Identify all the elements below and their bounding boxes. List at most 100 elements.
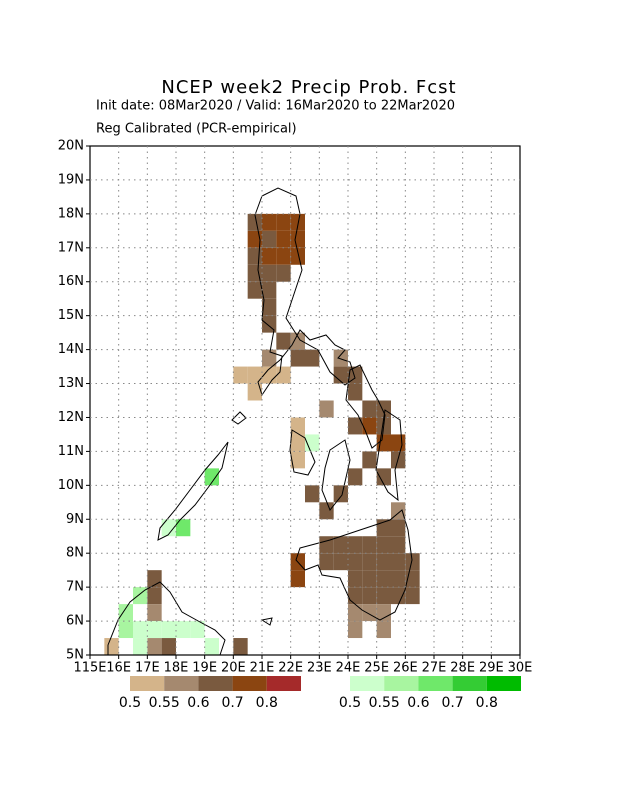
grid-cell [305,485,320,503]
grid-cell [262,349,277,367]
grid-cell [233,366,248,384]
grid-cell [362,604,377,622]
grid-cell [276,247,291,265]
grid-cell [118,621,133,639]
grid-cell [290,247,305,265]
grid-cell [405,587,420,605]
legend-label: 0.7 [221,695,243,711]
grid-cell [262,213,277,231]
y-tick-label: 20N [58,139,84,154]
grid-cell [319,536,334,554]
y-tick-label: 11N [58,444,84,459]
grid-cell [147,621,162,639]
grid-cell [333,536,348,554]
grid-cell [348,570,363,588]
grid-cell [247,230,262,248]
grid-cell [290,230,305,248]
legend-label: 0.8 [256,695,278,711]
y-tick-label: 8N [66,546,84,561]
grid-cell [362,570,377,588]
grid-cell [118,604,133,622]
grid-cell [262,247,277,265]
grid-cell [204,468,219,486]
x-tick-label: 23E [307,661,332,676]
legend-swatch [266,676,301,691]
grid-cell [147,638,162,655]
y-tick-label: 17N [58,240,84,255]
grid-cell [276,213,291,231]
x-tick-label: 115E [73,661,106,676]
legend-swatch [452,676,487,691]
x-tick-label: 17E [135,661,160,676]
grid-cell [362,417,377,435]
grid-cell [262,281,277,299]
legend-swatch [198,676,233,691]
y-tick-label: 5N [66,648,84,663]
grid-cell [348,417,363,435]
legend-label: 0.55 [369,695,400,711]
grid-cell [376,604,391,622]
axes: 115E 16E 17E 18E 19E 20E 21E 22E 23E 24E 25E 26E 27E… [58,139,533,676]
legend-label: 0.7 [441,695,463,711]
subtitle: Init date: 08Mar2020 / Valid: 16Mar2020 … [96,99,455,114]
grid-cell [391,502,406,520]
grid-cell [362,400,377,418]
grid-cell [319,502,334,520]
legend-label: 0.55 [149,695,180,711]
grid-cell [305,349,320,367]
legend-label: 0.6 [187,695,209,711]
x-tick-label: 30E [508,661,533,676]
legend-label: 0.5 [339,695,361,711]
grid-cell [290,417,305,435]
grid-cell [176,621,191,639]
grid-cell [247,281,262,299]
grid-cell [348,621,363,639]
grid-cell [262,230,277,248]
grid-cell [333,349,348,367]
x-tick-label: 20E [221,661,246,676]
grid-cell [376,570,391,588]
legend-swatch [232,676,267,691]
x-tick-label: 26E [393,661,418,676]
legend-label: 0.6 [407,695,429,711]
grid-cell [319,400,334,418]
grid-cell [290,349,305,367]
y-tick-label: 9N [66,512,84,527]
grid-cell [262,298,277,316]
grid-cell [147,604,162,622]
x-tick-label: 18E [164,661,189,676]
grid-cell [247,383,262,401]
plot-frame [89,145,521,656]
legend-swatch [418,676,453,691]
grid-cell [376,553,391,571]
grid-cell [147,587,162,605]
grid-cell [133,638,148,655]
grid-cell [104,638,119,655]
x-tick-label: 22E [278,661,303,676]
grid-cell [161,621,176,639]
grid-cell [391,519,406,537]
method-label: Reg Calibrated (PCR-empirical) [96,122,297,137]
grid-cell [276,230,291,248]
x-tick-label: 29E [479,661,504,676]
cells [104,213,420,655]
grid-cell [362,451,377,469]
grid-cell [348,536,363,554]
y-tick-label: 19N [58,172,84,187]
grid-cell [319,553,334,571]
legend-swatch [164,676,199,691]
grid-cell [348,366,363,384]
grid-cell [376,621,391,639]
grid-cell [204,638,219,655]
y-tick-label: 18N [58,206,84,221]
grid-cell [247,247,262,265]
grid-cell [133,621,148,639]
grid-cell [276,264,291,282]
grid-cell [362,587,377,605]
grid-cell [333,485,348,503]
grid-cell [391,434,406,452]
y-tick-label: 7N [66,580,84,595]
grid-cell [376,536,391,554]
grid-cell [348,468,363,486]
x-tick-label: 27E [422,661,447,676]
